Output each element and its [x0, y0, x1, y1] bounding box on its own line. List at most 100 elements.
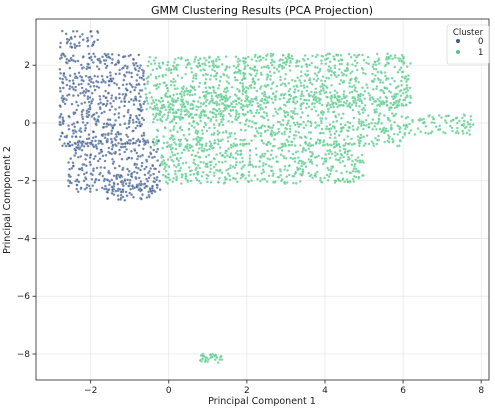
- data-point: [377, 120, 381, 124]
- data-point: [338, 82, 342, 86]
- data-point: [173, 137, 176, 141]
- data-point: [268, 70, 272, 74]
- data-point: [128, 191, 132, 195]
- data-point: [199, 105, 203, 108]
- data-point: [424, 131, 428, 135]
- data-point: [88, 66, 92, 70]
- data-point: [241, 160, 245, 164]
- data-point: [184, 58, 188, 62]
- series-1-points: [144, 52, 475, 364]
- data-point: [162, 113, 166, 117]
- data-point: [197, 61, 201, 65]
- data-point: [269, 87, 273, 90]
- data-point: [398, 59, 401, 63]
- data-point: [448, 124, 452, 128]
- data-point: [158, 163, 162, 167]
- data-point: [364, 72, 367, 76]
- data-point: [238, 160, 242, 164]
- data-point: [127, 70, 131, 74]
- data-point: [199, 181, 203, 185]
- data-point: [138, 66, 142, 70]
- data-point: [74, 85, 77, 89]
- data-point: [92, 130, 95, 134]
- data-point: [314, 109, 318, 113]
- data-point: [228, 132, 232, 136]
- data-point: [283, 168, 287, 171]
- data-point: [76, 155, 80, 159]
- data-point: [291, 111, 295, 115]
- data-point: [143, 100, 147, 104]
- data-point: [391, 140, 395, 144]
- data-point: [131, 129, 135, 133]
- data-point: [254, 146, 258, 150]
- data-point: [255, 108, 259, 112]
- data-point: [454, 131, 458, 135]
- data-point: [305, 74, 309, 78]
- data-point: [292, 137, 296, 141]
- data-point: [314, 121, 317, 124]
- data-point: [165, 141, 169, 145]
- data-point: [238, 81, 242, 85]
- data-point: [174, 147, 178, 151]
- data-point: [248, 119, 251, 123]
- data-point: [107, 79, 111, 83]
- data-point: [117, 92, 121, 96]
- data-point: [217, 180, 221, 184]
- data-point: [340, 153, 344, 157]
- data-point: [279, 173, 283, 177]
- data-point: [172, 176, 176, 180]
- data-point: [308, 63, 311, 67]
- data-point: [279, 123, 283, 126]
- data-point: [266, 128, 270, 132]
- data-point: [404, 103, 408, 107]
- data-point: [241, 112, 245, 116]
- data-point: [141, 74, 145, 78]
- data-point: [299, 107, 303, 111]
- data-point: [173, 169, 177, 173]
- data-point: [173, 172, 177, 176]
- data-point: [155, 87, 159, 91]
- data-point: [299, 97, 303, 101]
- data-point: [183, 113, 187, 117]
- data-point: [134, 165, 138, 169]
- data-point: [107, 132, 110, 136]
- data-point: [161, 146, 165, 150]
- data-point: [328, 136, 332, 140]
- data-point: [212, 131, 216, 135]
- data-point: [155, 103, 159, 106]
- data-point: [92, 145, 96, 149]
- data-point: [207, 60, 211, 64]
- data-point: [393, 65, 397, 69]
- data-point: [375, 127, 378, 131]
- data-point: [76, 143, 80, 147]
- data-point: [149, 62, 153, 66]
- data-point: [246, 105, 249, 109]
- data-point: [265, 54, 268, 58]
- data-point: [214, 77, 218, 81]
- data-point: [158, 188, 162, 192]
- data-point: [419, 130, 423, 134]
- data-point: [314, 87, 318, 91]
- data-point: [223, 181, 227, 184]
- data-point: [173, 115, 177, 119]
- data-point: [460, 123, 464, 127]
- data-point: [444, 114, 448, 118]
- data-point: [245, 94, 248, 98]
- data-point: [188, 93, 192, 97]
- data-point: [247, 124, 251, 128]
- data-point: [234, 55, 238, 59]
- data-point: [107, 123, 110, 127]
- data-point: [174, 142, 178, 146]
- data-point: [343, 96, 347, 99]
- data-point: [253, 174, 257, 178]
- data-point: [224, 94, 228, 97]
- data-point: [346, 134, 350, 138]
- data-point: [61, 131, 64, 135]
- data-point: [214, 168, 218, 172]
- data-point: [80, 148, 84, 152]
- data-point: [78, 135, 82, 139]
- data-point: [240, 167, 244, 170]
- y-axis-label: Principal Component 2: [2, 146, 13, 254]
- data-point: [254, 165, 258, 169]
- data-point: [272, 172, 275, 176]
